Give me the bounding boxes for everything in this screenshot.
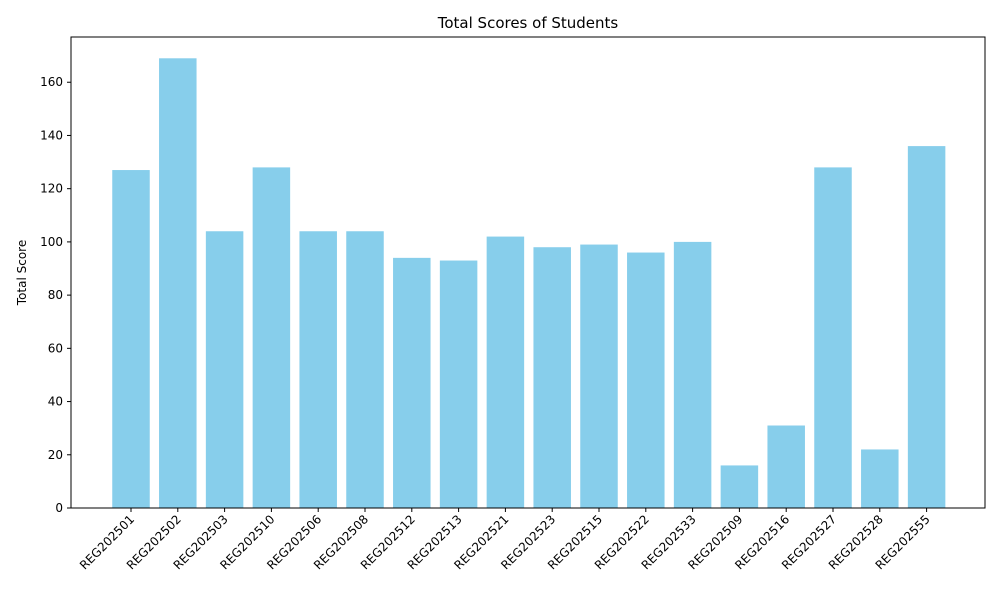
- bar-REG202528: [861, 449, 899, 508]
- y-tick-label: 0: [55, 501, 63, 515]
- bar-REG202512: [393, 257, 431, 508]
- plot-frame: [70, 36, 986, 509]
- bar-REG202508: [346, 231, 384, 508]
- bar-REG202515: [580, 244, 618, 508]
- bar-REG202506: [299, 231, 337, 508]
- bar-REG202509: [720, 465, 759, 508]
- bar-REG202502: [159, 58, 197, 508]
- y-axis-title: Total Score: [15, 240, 29, 306]
- y-tick-label: 60: [48, 341, 63, 355]
- y-tick-label: 80: [48, 288, 63, 302]
- bars-group: [112, 58, 946, 509]
- bar-REG202503: [205, 231, 244, 508]
- bar-REG202533: [673, 241, 712, 508]
- y-tick-label: 140: [40, 128, 63, 142]
- bar-REG202510: [252, 167, 291, 508]
- y-tick-label: 120: [40, 182, 63, 196]
- bar-REG202523: [533, 247, 571, 508]
- y-tick-label: 20: [48, 448, 63, 462]
- bar-REG202527: [814, 167, 852, 508]
- bar-REG202521: [486, 236, 525, 508]
- bar-REG202513: [439, 260, 478, 508]
- y-tick-label: 40: [48, 395, 63, 409]
- y-axis: 0 20 40 60 80 100 120 140 160: [40, 75, 71, 515]
- y-tick-label: 100: [40, 235, 63, 249]
- y-tick-label: 160: [40, 75, 63, 89]
- bar-REG202555: [907, 146, 946, 509]
- bar-REG202522: [627, 252, 665, 508]
- bar-REG202516: [767, 425, 805, 508]
- chart-title: Total Scores of Students: [437, 14, 619, 32]
- x-axis: REG202501REG202502REG202503REG202510REG2…: [77, 508, 933, 572]
- bar-REG202501: [112, 170, 150, 508]
